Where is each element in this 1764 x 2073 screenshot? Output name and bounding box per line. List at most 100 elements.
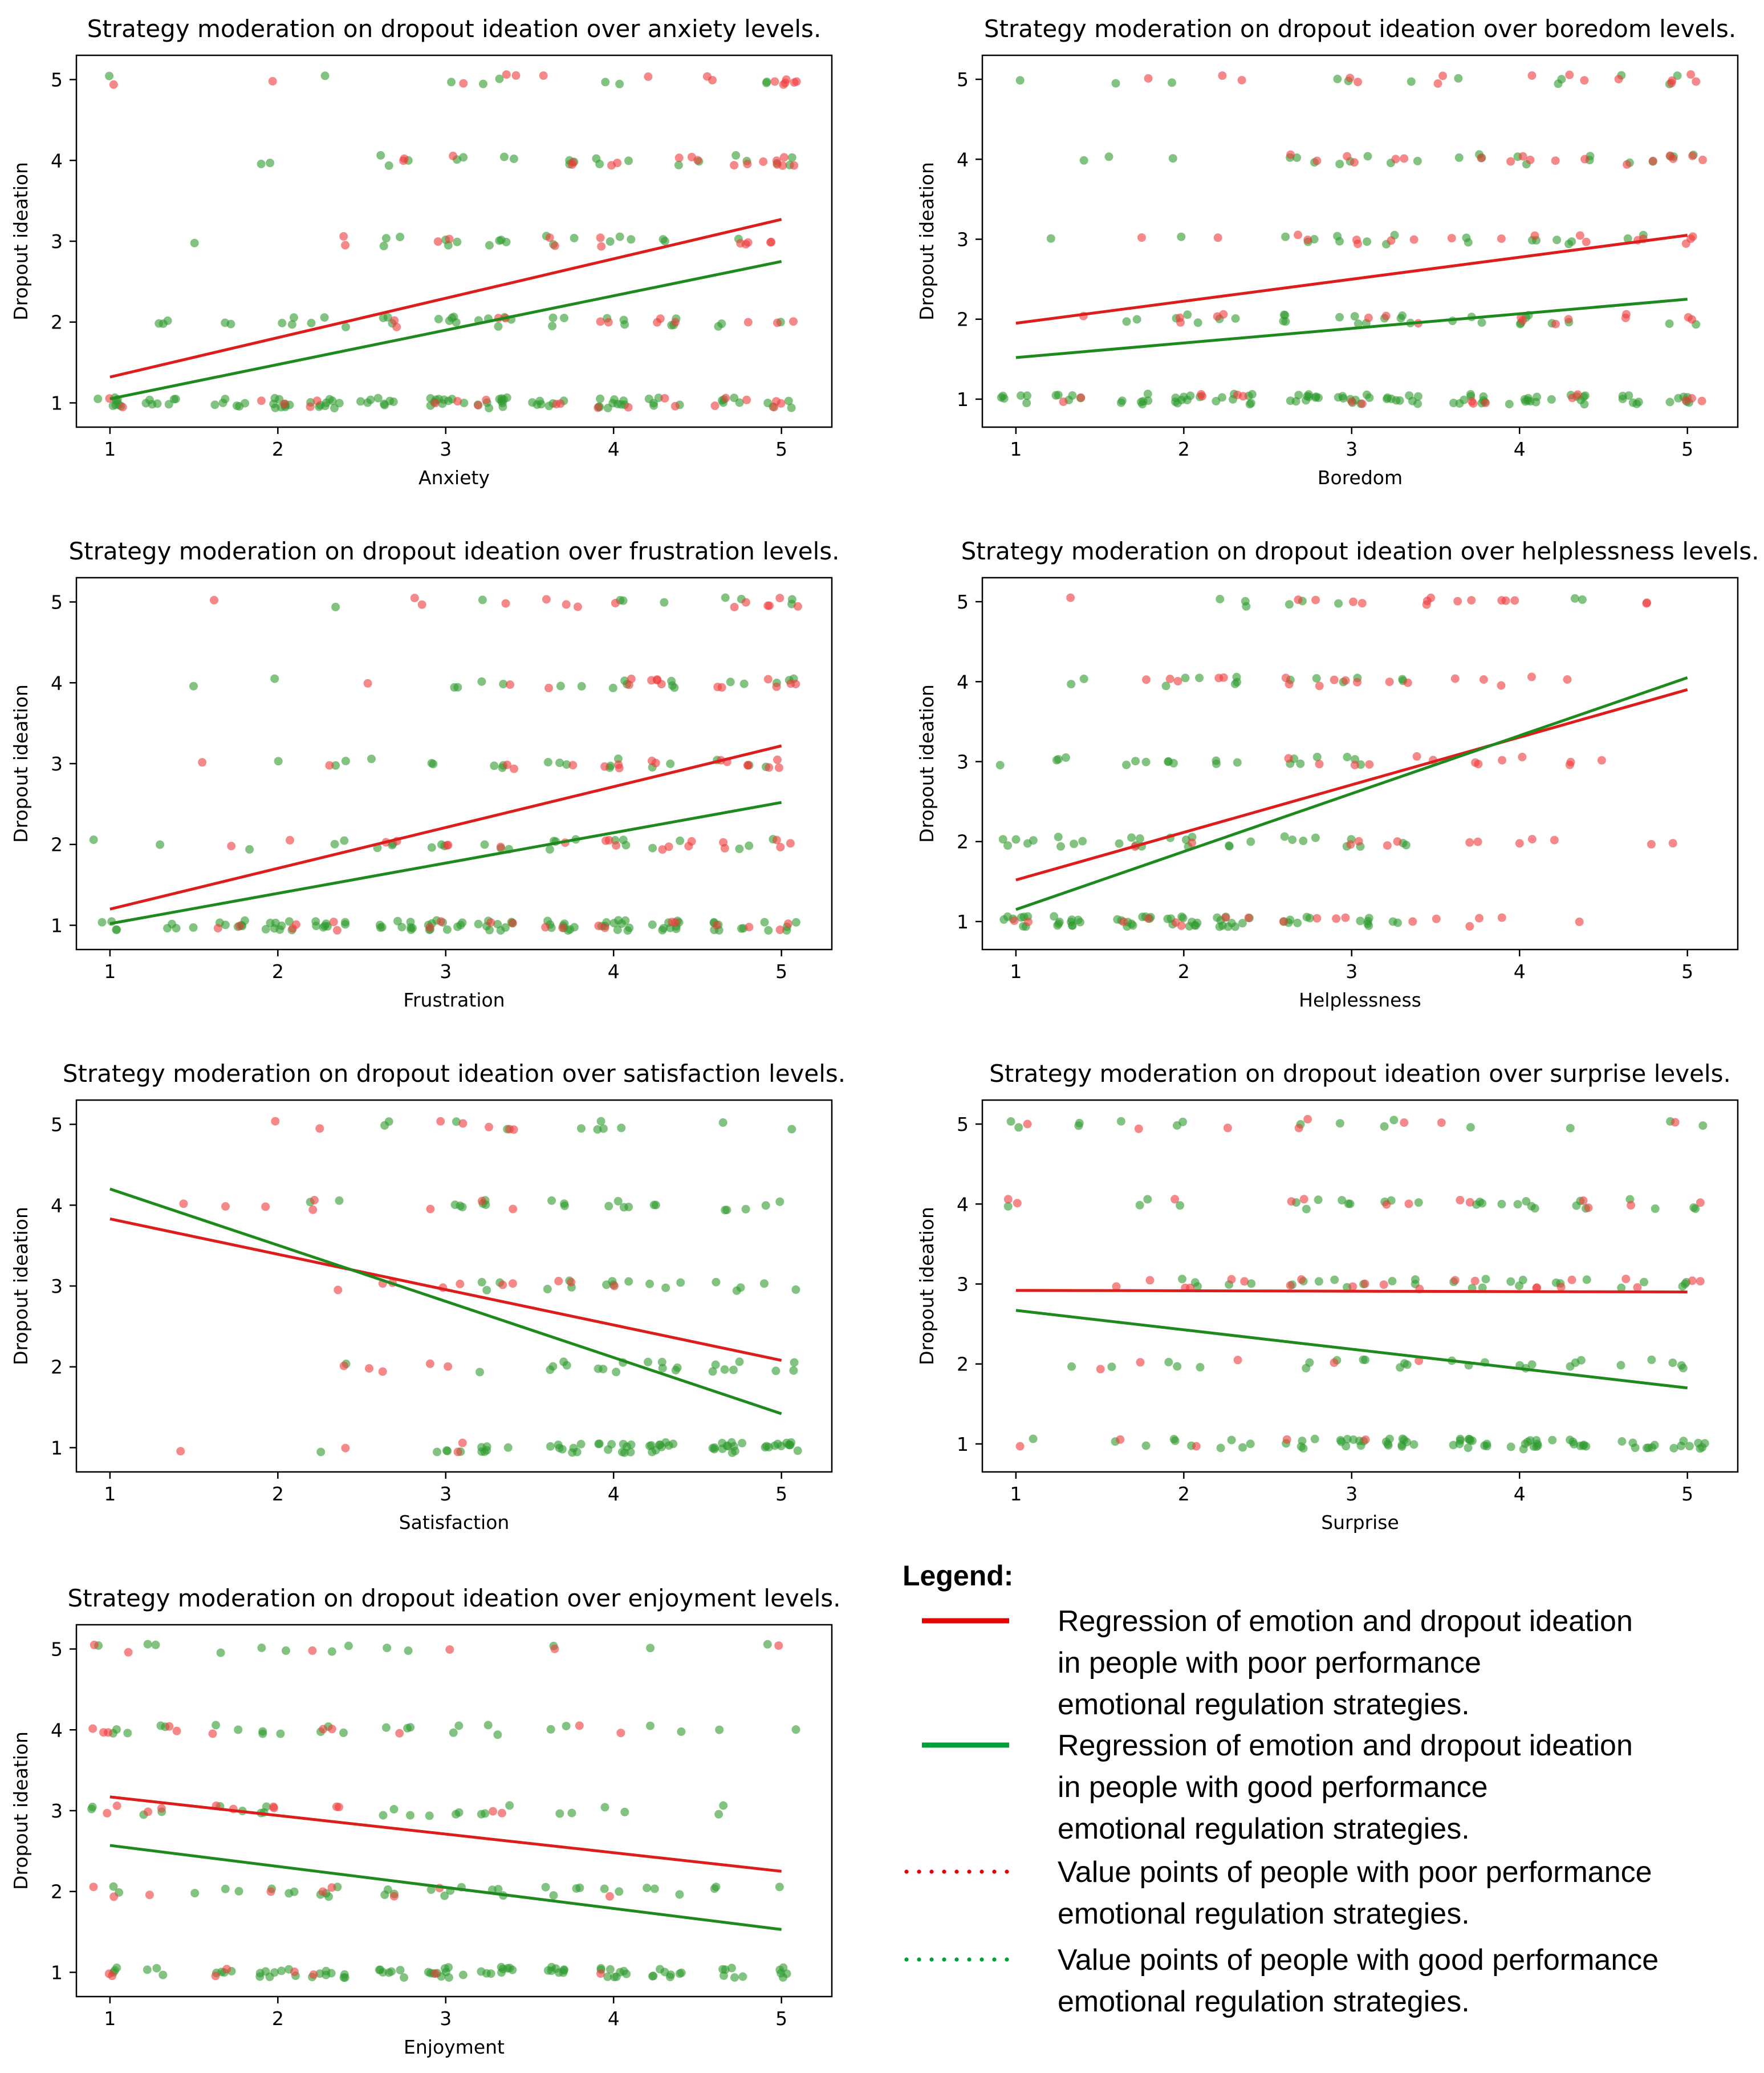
poor-point — [1385, 678, 1394, 687]
x-axis-label: Frustration — [403, 989, 505, 1011]
good-point — [1665, 319, 1674, 328]
legend-dot-symbol — [917, 1869, 921, 1874]
poor-point — [607, 161, 616, 170]
legend-text-line: emotional regulation strategies. — [1058, 1897, 1470, 1930]
good-point — [603, 1972, 612, 1981]
poor-point — [1497, 234, 1506, 243]
good-point — [282, 1646, 290, 1655]
good-point — [1350, 312, 1359, 321]
good-point — [1054, 833, 1063, 842]
poor-point — [624, 403, 633, 412]
good-point — [270, 674, 279, 683]
poor-point — [198, 758, 207, 767]
good-point — [782, 1969, 791, 1978]
good-point — [791, 918, 800, 927]
good-point — [1677, 1441, 1685, 1450]
good-point — [609, 919, 619, 928]
good-point — [1179, 392, 1188, 401]
poor-point — [1696, 1198, 1705, 1207]
good-point — [1188, 918, 1197, 927]
poor-point — [651, 758, 660, 768]
good-point — [1564, 240, 1574, 249]
poor-point — [221, 1202, 230, 1211]
poor-point — [444, 841, 453, 850]
y-tick-label: 4 — [957, 671, 969, 693]
poor-point — [596, 233, 605, 242]
good-point — [356, 397, 365, 406]
good-point — [1164, 757, 1173, 766]
poor-point — [1137, 233, 1146, 242]
good-point — [735, 844, 744, 853]
good-point — [645, 1279, 654, 1288]
good-point — [1247, 1279, 1256, 1288]
good-point — [289, 313, 298, 322]
good-point — [1356, 916, 1365, 926]
poor-point — [315, 1124, 324, 1133]
good-point — [458, 1970, 468, 1979]
good-point — [1247, 390, 1257, 399]
x-tick-label: 3 — [440, 1483, 452, 1505]
poor-point — [775, 594, 785, 603]
x-tick-label: 1 — [1010, 1483, 1022, 1505]
poor-point — [1354, 78, 1363, 87]
good-point — [277, 1966, 286, 1975]
good-point — [1050, 912, 1059, 921]
poor-point — [596, 1969, 605, 1978]
poor-point — [1346, 74, 1355, 83]
poor-point — [658, 845, 667, 854]
good-point — [1454, 74, 1463, 83]
scatter-points — [176, 1117, 802, 1457]
good-point — [596, 1117, 605, 1126]
good-point — [1011, 835, 1021, 844]
good-point — [274, 757, 283, 766]
poor-point — [208, 1729, 217, 1738]
good-point — [1116, 1117, 1125, 1126]
good-point — [1196, 1362, 1205, 1372]
poor-point — [503, 760, 511, 769]
poor-point — [544, 683, 553, 692]
poor-point — [1400, 1118, 1409, 1127]
poor-point — [1582, 237, 1591, 246]
good-point — [389, 1805, 399, 1814]
scatter-points — [87, 1640, 800, 1982]
good-point — [1111, 79, 1120, 88]
good-point — [555, 758, 564, 768]
good-point — [1364, 914, 1373, 923]
good-point — [1046, 234, 1055, 243]
good-point — [330, 839, 339, 849]
good-point — [548, 322, 557, 331]
good-point — [276, 1729, 285, 1738]
plot-frame — [75, 1099, 833, 1473]
good-point — [625, 923, 634, 932]
good-point — [384, 161, 393, 170]
good-point — [1238, 1443, 1247, 1452]
legend-dot-symbol — [992, 1869, 997, 1874]
x-tick-label: 4 — [1514, 960, 1526, 983]
good-point — [1364, 921, 1373, 930]
good-point — [729, 1442, 738, 1451]
good-point — [654, 393, 663, 403]
poor-point — [1450, 1276, 1460, 1285]
poor-point — [1432, 914, 1441, 923]
poor-point — [1282, 1435, 1291, 1444]
good-point — [605, 237, 615, 246]
poor-point — [157, 1804, 166, 1813]
poor-point — [1575, 231, 1584, 240]
poor-point — [743, 318, 753, 327]
poor-point — [1381, 311, 1391, 321]
good-point — [1380, 1122, 1389, 1131]
poor-point — [568, 761, 578, 770]
good-point — [570, 923, 579, 932]
x-tick-label: 3 — [440, 960, 452, 983]
poor-point — [770, 77, 779, 86]
good-point — [1578, 595, 1587, 604]
poor-point — [545, 233, 554, 242]
chart-1: Strategy moderation on dropout ideation … — [916, 15, 1739, 489]
legend-dot-symbol — [979, 1957, 984, 1962]
good-point — [232, 401, 241, 410]
good-point — [341, 918, 349, 927]
x-tick-label: 2 — [272, 960, 284, 983]
good-point — [670, 683, 679, 692]
good-point — [454, 1721, 464, 1730]
good-point — [1648, 1443, 1657, 1452]
